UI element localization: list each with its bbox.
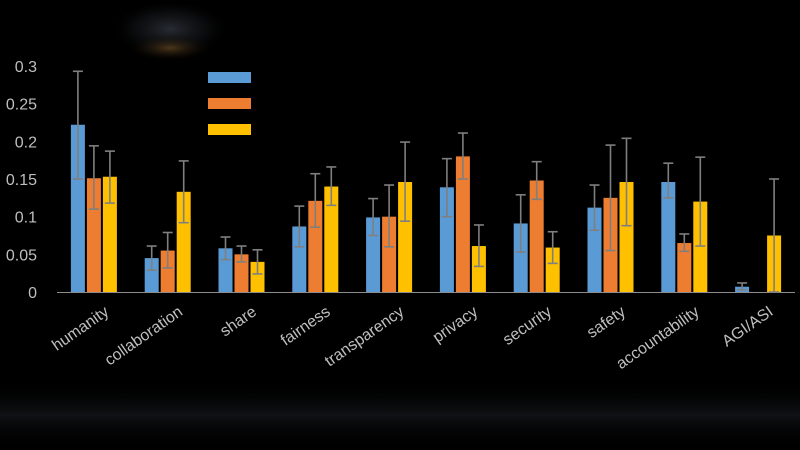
bar-collaboration-s2 [160, 250, 175, 292]
bar-collaboration-s1 [144, 258, 159, 292]
category-label: AGI/ASI [719, 303, 776, 350]
error-bars [72, 70, 780, 293]
bar-share-s2 [234, 254, 249, 292]
category-label: security [500, 303, 555, 349]
bar-accountability-s1 [661, 182, 676, 292]
category-label: privacy [430, 303, 481, 346]
bar-security-s3 [545, 247, 560, 292]
category-label: humanity [49, 303, 112, 354]
bar-fairness-s2 [308, 200, 323, 292]
bar-share-s3 [250, 261, 265, 292]
bar-transparency-s2 [382, 216, 397, 292]
bar-transparency-s3 [398, 182, 413, 292]
legend [208, 72, 251, 135]
y-tick-label: 0.3 [15, 59, 37, 76]
category-label: collaboration [102, 303, 186, 369]
y-tick-label: 0.1 [15, 210, 37, 227]
y-tick-label: 0.05 [6, 247, 37, 264]
bar-privacy-s3 [471, 246, 486, 292]
bar-security-s2 [529, 180, 544, 292]
legend-swatch-s1 [208, 72, 251, 83]
legend-swatch-s2 [208, 98, 251, 109]
bar-security-s1 [513, 223, 528, 292]
bars [70, 124, 782, 292]
y-tick-label: 0.2 [15, 134, 37, 151]
category-label: share [217, 303, 260, 340]
y-tick-label: 0.15 [6, 172, 37, 189]
bar-fairness-s3 [324, 186, 339, 292]
bar-collaboration-s3 [176, 191, 191, 292]
bar-privacy-s1 [439, 187, 454, 292]
bar-humanity-s2 [86, 178, 101, 292]
category-label: accountability [613, 303, 702, 373]
bar-privacy-s2 [455, 156, 470, 292]
bar-accountability-s2 [677, 243, 692, 292]
bar-safety-s3 [619, 182, 634, 292]
y-tick-label: 0 [28, 285, 37, 302]
y-tick-label: 0.25 [6, 97, 37, 114]
bar-safety-s1 [587, 207, 602, 292]
category-label: transparency [322, 303, 408, 370]
category-label: fairness [278, 303, 334, 349]
category-label: safety [584, 303, 629, 341]
legend-swatch-s3 [208, 124, 251, 135]
bar-humanity-s3 [102, 176, 117, 292]
bar-fairness-s1 [292, 226, 307, 292]
axes: 0 0.05 0.1 0.15 0.2 0.25 0.3 [6, 59, 795, 302]
bar-humanity-s1 [70, 124, 85, 292]
